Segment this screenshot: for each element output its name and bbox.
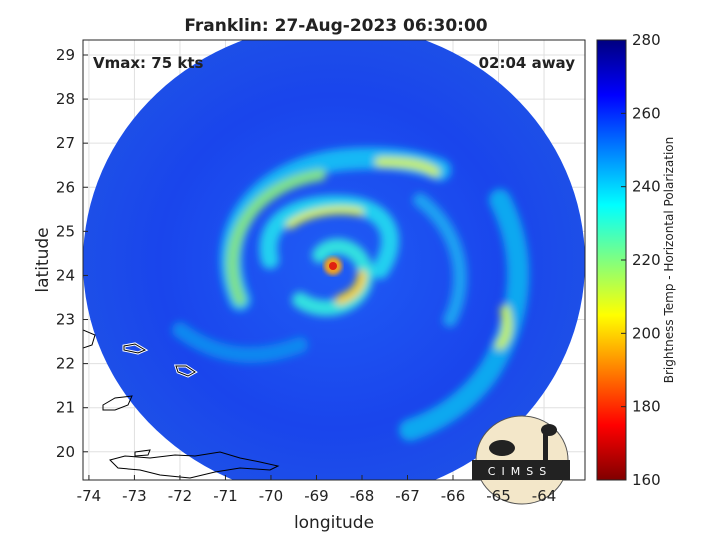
colorbar-tick-label: 280 <box>632 31 661 49</box>
y-tick-label: 25 <box>56 222 75 240</box>
x-tick-label: -70 <box>259 487 284 505</box>
x-tick-label: -71 <box>213 487 238 505</box>
colorbar-tick-label: 160 <box>632 471 661 489</box>
satellite-image <box>83 40 585 480</box>
y-tick-label: 28 <box>56 90 75 108</box>
y-tick-label: 22 <box>56 355 75 373</box>
y-tick-label: 20 <box>56 443 75 461</box>
annotation: Vmax: 75 kts <box>93 54 203 72</box>
annotation: 02:04 away <box>479 54 576 72</box>
x-tick-label: -68 <box>350 487 375 505</box>
colorbar-tick-label: 240 <box>632 178 661 196</box>
y-tick-label: 24 <box>56 266 75 284</box>
y-tick-label: 23 <box>56 311 75 329</box>
x-tick-label: -67 <box>395 487 420 505</box>
x-tick-label: -64 <box>532 487 557 505</box>
colorbar-tick-label: 200 <box>632 324 661 342</box>
y-tick-label: 27 <box>56 134 75 152</box>
x-axis-label: longitude <box>294 513 374 533</box>
x-tick-label: -74 <box>77 487 102 505</box>
colorbar-tick-label: 260 <box>632 104 661 122</box>
y-tick-label: 26 <box>56 178 75 196</box>
x-tick-label: -73 <box>122 487 147 505</box>
x-tick-label: -65 <box>486 487 511 505</box>
x-tick-label: -66 <box>441 487 466 505</box>
y-tick-label: 29 <box>56 46 75 64</box>
y-axis-label: latitude <box>33 227 53 292</box>
chart-title: Franklin: 27-Aug-2023 06:30:00 <box>184 16 487 36</box>
colorbar-tick-label: 220 <box>632 251 661 269</box>
x-tick-label: -72 <box>168 487 193 505</box>
plot-frame <box>82 39 586 481</box>
logo-text: CIMSS <box>488 465 552 478</box>
colorbar-label: Brightness Temp - Horizontal Polarizatio… <box>662 137 676 384</box>
cimss-logo: CIMSS <box>472 415 570 505</box>
x-tick-label: -69 <box>304 487 329 505</box>
y-tick-label: 21 <box>56 399 75 417</box>
colorbar-tick-label: 180 <box>632 398 661 416</box>
